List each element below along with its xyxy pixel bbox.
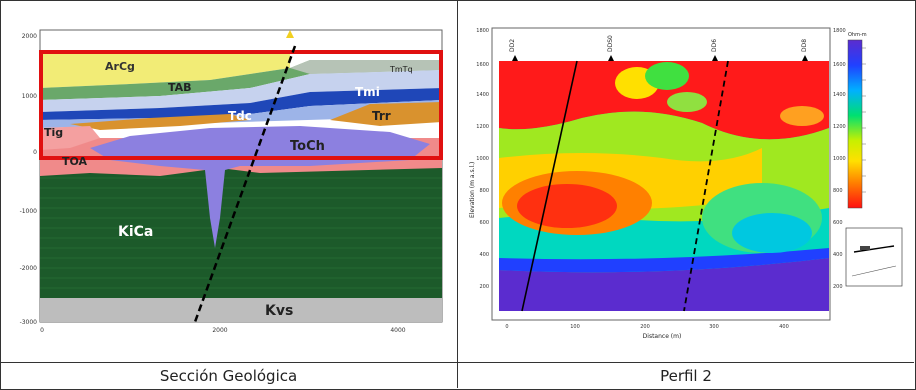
label-kica: KiCa <box>118 224 153 240</box>
right-tick-label: 1600 <box>833 62 846 68</box>
right-tick-label: 800 <box>833 188 843 194</box>
unit-tdc-area <box>70 114 250 130</box>
drill-label-dds0: DDS0 <box>607 35 614 52</box>
y-tick-label: 1800 <box>476 28 489 34</box>
x-tick-label: 0 <box>40 327 44 334</box>
right-tick-label: 200 <box>833 284 843 290</box>
y-tick-label: 0 <box>33 149 37 156</box>
y-axis-label: Elevation (m a.s.l.) <box>469 162 476 218</box>
drill-label-dd2: DD2 <box>509 39 516 52</box>
right-tick-label: 1400 <box>833 92 846 98</box>
x-tick-label: 4000 <box>390 327 405 334</box>
label-tmtq: TmTq <box>389 65 413 74</box>
x-tick-label: 300 <box>709 324 719 330</box>
y-tick-label: -1000 <box>20 208 38 215</box>
drill-label-dd8: DD8 <box>801 39 808 52</box>
drill-label-dd6: DD6 <box>711 39 718 52</box>
y-tick-label: -2000 <box>20 265 38 272</box>
fault-line-solid <box>521 60 578 312</box>
caption-divider <box>0 362 914 363</box>
unit-arcg-area <box>40 52 290 88</box>
x-tick-label: 400 <box>779 324 789 330</box>
label-tmi: Tmi <box>355 85 380 99</box>
fault-line-dashed <box>683 60 729 312</box>
y-tick-label: -3000 <box>20 319 38 326</box>
label-toa: TOA <box>62 155 88 168</box>
x-tick-label: 0 <box>505 324 508 330</box>
highlight-box <box>39 50 443 160</box>
caption-left: Sección Geológica <box>159 367 298 385</box>
y-tick-label: 1200 <box>476 124 489 130</box>
label-toch: ToCh <box>290 139 325 154</box>
label-kvs: Kvs <box>265 303 293 319</box>
y-tick-label: 1000 <box>22 93 37 100</box>
column-divider <box>457 0 458 388</box>
right-tick-label: 1200 <box>833 124 846 130</box>
resistivity-profile-figure: DD2 DDS0 DD6 DD8 1800 1600 1400 1200 100… <box>469 27 903 340</box>
inset-location-map <box>845 227 903 287</box>
label-tdc: Tdc <box>228 109 252 123</box>
label-arcg: ArCg <box>105 60 135 73</box>
x-axis-label: Distance (m) <box>643 333 682 340</box>
x-tick-label: 100 <box>570 324 580 330</box>
label-trr: Trr <box>372 109 391 123</box>
y-tick-label: 200 <box>479 284 489 290</box>
y-tick-label: 400 <box>479 252 489 258</box>
unit-kvs-area <box>40 298 442 322</box>
y-tick-label: 1000 <box>476 156 489 162</box>
x-tick-label: 200 <box>640 324 650 330</box>
fault-line <box>193 45 297 323</box>
colorbar <box>847 39 863 209</box>
y-tick-label: 600 <box>479 220 489 226</box>
geologic-section-figure: ArCg TAB TmTq Tmi Tdc Trr Tig ToCh TOA K… <box>20 29 443 334</box>
unit-trr-area <box>330 102 442 126</box>
y-tick-label: 1400 <box>476 92 489 98</box>
y-tick-label: 2000 <box>22 33 37 40</box>
unit-kica-area <box>40 168 442 298</box>
y-tick-label: 1600 <box>476 62 489 68</box>
right-tick-label: 400 <box>833 252 843 258</box>
right-tick-label: 600 <box>833 220 843 226</box>
unit-tmi-area <box>40 88 442 120</box>
caption-right: Perfil 2 <box>660 367 712 385</box>
unit-tmtq-area <box>290 60 442 74</box>
right-tick-label: 1000 <box>833 156 846 162</box>
colorbar-title: Ohm-m <box>848 32 867 38</box>
label-tab: TAB <box>168 81 192 94</box>
x-tick-label: 2000 <box>212 327 227 334</box>
right-tick-label: 1800 <box>833 28 846 34</box>
label-tig: Tig <box>44 126 63 139</box>
y-tick-label: 800 <box>479 188 489 194</box>
unit-tig-area <box>40 126 100 150</box>
